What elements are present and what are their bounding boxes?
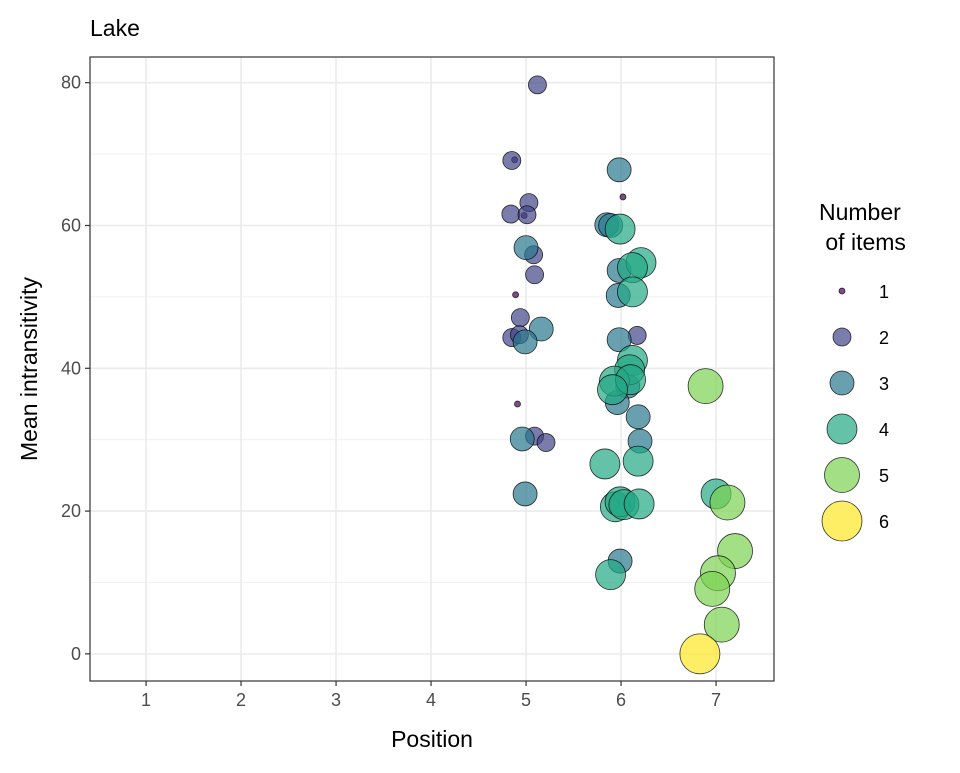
y-tick-label: 0 — [71, 644, 81, 664]
y-axis: 0 20 40 60 80 — [61, 73, 90, 664]
legend-key — [838, 287, 846, 295]
data-point — [617, 276, 648, 308]
legend-label: 5 — [879, 466, 889, 486]
grid — [90, 57, 774, 681]
data-point — [604, 213, 636, 245]
data-point — [597, 374, 628, 406]
legend-key — [829, 370, 855, 396]
y-tick-label: 60 — [61, 215, 81, 235]
legend-label: 3 — [879, 374, 889, 394]
legend-title-line1: Number — [819, 199, 901, 225]
legend-label: 1 — [879, 282, 889, 302]
legend-key — [826, 413, 858, 445]
y-tick-label: 20 — [61, 501, 81, 521]
y-tick-label: 40 — [61, 358, 81, 378]
legend: Number of items 1 2 3 4 5 6 — [819, 199, 906, 542]
data-point — [536, 433, 556, 452]
data-point — [622, 445, 654, 477]
data-point — [619, 193, 627, 201]
data-point — [606, 157, 632, 183]
y-tick-label: 80 — [61, 73, 81, 93]
x-tick-label: 6 — [616, 690, 626, 710]
legend-label: 4 — [879, 420, 889, 440]
x-tick-label: 4 — [426, 690, 436, 710]
data-point — [509, 426, 535, 452]
data-point — [589, 448, 621, 480]
data-point — [510, 308, 530, 327]
legend-key — [832, 327, 852, 347]
data-point — [687, 368, 724, 405]
data-point — [595, 559, 626, 591]
data-point — [512, 481, 538, 507]
x-tick-label: 7 — [711, 690, 721, 710]
data-point — [501, 204, 521, 224]
legend-label: 2 — [879, 328, 889, 348]
chart-title: Lake — [90, 15, 140, 41]
data-point — [502, 151, 522, 170]
legend-key — [821, 500, 863, 542]
data-point — [512, 329, 538, 355]
x-tick-label: 5 — [521, 690, 531, 710]
data-point — [512, 291, 519, 299]
y-axis-label: Mean intransitivity — [16, 276, 42, 461]
data-point — [517, 205, 537, 225]
x-axis-label: Position — [391, 726, 473, 752]
data-point — [513, 235, 539, 261]
data-point — [679, 633, 721, 675]
plot-panel-border — [89, 56, 775, 682]
legend-key — [824, 457, 860, 493]
data-point — [623, 488, 655, 520]
data-point — [625, 404, 651, 430]
data-point — [514, 400, 521, 408]
data-point — [709, 484, 746, 521]
x-tick-label: 1 — [141, 690, 151, 710]
data-point — [528, 75, 547, 95]
x-tick-label: 3 — [331, 690, 341, 710]
x-axis: 1 2 3 4 5 6 7 — [141, 681, 721, 710]
data-point — [606, 327, 632, 353]
legend-title-line2: of items — [819, 229, 906, 255]
x-tick-label: 2 — [236, 690, 246, 710]
data-point — [703, 606, 740, 643]
legend-label: 6 — [879, 512, 889, 532]
points — [501, 75, 753, 675]
data-point — [525, 265, 544, 285]
data-point — [694, 570, 731, 607]
